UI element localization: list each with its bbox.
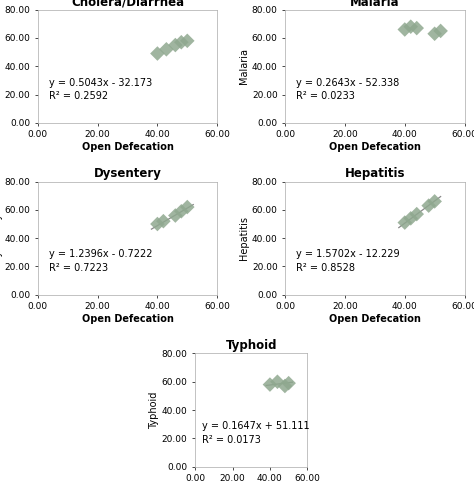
Y-axis label: Cholera: Cholera (0, 48, 1, 85)
Point (401, 219, 409, 226)
Y-axis label: Malaria: Malaria (239, 48, 249, 84)
Point (183, 203, 191, 211)
X-axis label: Open Defecation: Open Defecation (82, 142, 173, 152)
Text: y = 0.1647x + 51.111
R² = 0.0173: y = 0.1647x + 51.111 R² = 0.0173 (202, 421, 310, 445)
Point (178, 208, 185, 215)
Title: Cholera/Diarrhea: Cholera/Diarrhea (71, 0, 184, 9)
Y-axis label: Hepatitis: Hepatitis (239, 216, 249, 260)
Point (266, 381, 273, 388)
Text: y = 0.2643x - 52.338
R² = 0.0233: y = 0.2643x - 52.338 R² = 0.0233 (296, 78, 399, 101)
X-axis label: Open Defecation: Open Defecation (82, 314, 173, 324)
Point (160, 217, 167, 225)
Point (413, 24, 420, 32)
Point (281, 382, 289, 390)
Text: y = 1.5702x - 12.229
R² = 0.8528: y = 1.5702x - 12.229 R² = 0.8528 (296, 249, 400, 273)
Point (413, 210, 420, 218)
Point (163, 45, 170, 53)
Point (401, 26, 409, 34)
Point (178, 38, 185, 46)
Text: y = 1.2396x - 0.7222
R² = 0.7223: y = 1.2396x - 0.7222 R² = 0.7223 (49, 249, 152, 273)
X-axis label: Open Defecation: Open Defecation (329, 314, 421, 324)
Title: Dysentery: Dysentery (93, 168, 162, 180)
Point (431, 30, 438, 37)
Title: Malaria: Malaria (350, 0, 400, 9)
Point (172, 41, 179, 49)
Point (172, 211, 179, 219)
Point (425, 202, 432, 209)
Point (273, 378, 281, 385)
Point (407, 23, 415, 31)
Point (407, 214, 415, 222)
Text: y = 0.5043x - 32.173
R² = 0.2592: y = 0.5043x - 32.173 R² = 0.2592 (49, 78, 152, 101)
Point (431, 197, 438, 205)
X-axis label: Open Defecation: Open Defecation (329, 142, 421, 152)
Title: Typhoid: Typhoid (226, 339, 277, 352)
Y-axis label: Typhoid: Typhoid (149, 391, 159, 429)
Point (437, 27, 445, 35)
Point (285, 379, 292, 387)
Y-axis label: Dysentery: Dysentery (0, 213, 1, 263)
Title: Hepatitis: Hepatitis (345, 168, 405, 180)
Point (183, 37, 191, 45)
Point (154, 50, 161, 57)
Point (154, 220, 161, 228)
